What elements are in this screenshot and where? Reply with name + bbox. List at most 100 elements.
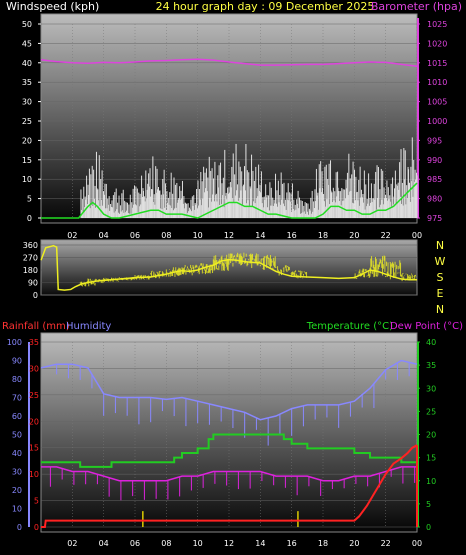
rain-tick-label: 15 bbox=[29, 444, 39, 453]
humidity-tick-label: 70 bbox=[12, 394, 22, 403]
baro-tick-label: 985 bbox=[427, 175, 442, 184]
wind-x-tick-label: 12 bbox=[224, 231, 234, 240]
rain-tick-label: 0 bbox=[34, 523, 39, 532]
baro-tick-label: 980 bbox=[427, 195, 442, 204]
baro-tick-label: 1020 bbox=[427, 39, 447, 48]
wind-x-tick-label: 10 bbox=[193, 231, 203, 240]
windspeed-label: Windspeed (kph) bbox=[6, 0, 99, 13]
rain-x-tick-label: 08 bbox=[161, 539, 171, 548]
wind-tick-label: 30 bbox=[22, 98, 32, 107]
rain-tick-label: 20 bbox=[29, 417, 39, 426]
humidity-tick-label: 100 bbox=[7, 338, 22, 347]
rain-x-tick-label: 10 bbox=[193, 539, 203, 548]
baro-tick-label: 990 bbox=[427, 156, 442, 165]
rain-tick-label: 35 bbox=[29, 338, 39, 347]
temp-tick-label: 30 bbox=[426, 384, 436, 393]
humidity-tick-label: 60 bbox=[12, 412, 22, 421]
barometer-label: Barometer (hpa) bbox=[371, 0, 462, 13]
baro-tick-label: 1010 bbox=[427, 78, 447, 87]
humidity-tick-label: 0 bbox=[17, 523, 22, 532]
direction-panel bbox=[40, 239, 418, 296]
humidity-label: Humidity bbox=[66, 321, 111, 332]
chart-title: 24 hour graph day : 09 December 2025 bbox=[156, 0, 375, 13]
rain-x-tick-label: 14 bbox=[255, 539, 265, 548]
dewpoint-line bbox=[41, 466, 417, 482]
wind-tick-label: 35 bbox=[22, 78, 32, 87]
wind-x-tick-label: 06 bbox=[130, 231, 140, 240]
wind-tick-label: 5 bbox=[27, 195, 32, 204]
rain-tick-label: 25 bbox=[29, 391, 39, 400]
baro-tick-label: 1000 bbox=[427, 117, 447, 126]
wind-tick-label: 25 bbox=[22, 117, 32, 126]
direction-line bbox=[40, 244, 417, 291]
wind-x-tick-label: 16 bbox=[287, 231, 297, 240]
dir-tick-label: 270 bbox=[23, 254, 38, 263]
wind-x-tick-label: 00 bbox=[412, 231, 422, 240]
rain-x-tick-label: 06 bbox=[130, 539, 140, 548]
humidity-tick-label: 30 bbox=[12, 468, 22, 477]
rain-x-tick-label: 18 bbox=[318, 539, 328, 548]
wind-tick-label: 10 bbox=[22, 175, 32, 184]
temp-tick-label: 25 bbox=[426, 407, 436, 416]
barometer-line bbox=[40, 58, 418, 68]
wind-tick-label: 40 bbox=[22, 59, 32, 68]
dir-tick-label: 360 bbox=[23, 241, 38, 250]
temp-tick-label: 0 bbox=[426, 523, 431, 532]
dir-tick-label: 90 bbox=[28, 279, 38, 288]
baro-tick-label: 1025 bbox=[427, 20, 447, 29]
compass-s: S bbox=[437, 271, 444, 284]
wind-x-tick-label: 02 bbox=[67, 231, 77, 240]
compass-w: W bbox=[435, 255, 446, 268]
rain-x-tick-label: 20 bbox=[349, 539, 359, 548]
temp-tick-label: 35 bbox=[426, 361, 436, 370]
wind-tick-label: 15 bbox=[22, 156, 32, 165]
dir-tick-label: 180 bbox=[23, 266, 38, 275]
humidity-tick-label: 20 bbox=[12, 486, 22, 495]
wind-x-tick-label: 08 bbox=[161, 231, 171, 240]
rain-x-tick-label: 04 bbox=[99, 539, 109, 548]
rain-x-tick-label: 00 bbox=[412, 539, 422, 548]
wind-x-tick-label: 20 bbox=[349, 231, 359, 240]
temp-tick-label: 5 bbox=[426, 500, 431, 509]
baro-tick-label: 995 bbox=[427, 136, 442, 145]
rain-x-tick-label: 22 bbox=[381, 539, 391, 548]
temp-tick-label: 15 bbox=[426, 454, 436, 463]
temp-tick-label: 40 bbox=[426, 338, 436, 347]
rain-tick-label: 10 bbox=[29, 470, 39, 479]
temp-tick-label: 10 bbox=[426, 477, 436, 486]
compass-n-bottom: N bbox=[436, 303, 444, 316]
dewpoint-label: Dew Point (°C) bbox=[390, 321, 463, 332]
wind-tick-label: 45 bbox=[22, 39, 32, 48]
avg-wind-line bbox=[41, 182, 418, 219]
temp-tick-label: 20 bbox=[426, 431, 436, 440]
dir-tick-label: 0 bbox=[33, 291, 38, 300]
rain-tick-label: 5 bbox=[34, 497, 39, 506]
humidity-tick-label: 10 bbox=[12, 505, 22, 514]
rainfall-line bbox=[41, 444, 418, 528]
temperature-line bbox=[41, 433, 417, 468]
rain-x-tick-label: 16 bbox=[287, 539, 297, 548]
baro-tick-label: 975 bbox=[427, 214, 442, 223]
wind-x-tick-label: 14 bbox=[255, 231, 265, 240]
humidity-tick-label: 90 bbox=[12, 357, 22, 366]
rain-tick-label: 30 bbox=[29, 364, 39, 373]
rainfall-label: Rainfall (mm) bbox=[2, 321, 70, 332]
wind-x-tick-label: 22 bbox=[381, 231, 391, 240]
series-layer bbox=[40, 58, 418, 528]
wind-tick-label: 20 bbox=[22, 136, 32, 145]
wind-x-tick-label: 18 bbox=[318, 231, 328, 240]
compass-n-top: N bbox=[436, 239, 444, 252]
temperature-label: Temperature (°C) bbox=[306, 321, 393, 332]
rain-x-tick-label: 02 bbox=[67, 539, 77, 548]
rain-x-tick-label: 12 bbox=[224, 539, 234, 548]
baro-tick-label: 1015 bbox=[427, 59, 447, 68]
baro-tick-label: 1005 bbox=[427, 98, 447, 107]
axes-layer: 0510152025303540455097598098599099510001… bbox=[7, 18, 447, 548]
wind-tick-label: 50 bbox=[22, 20, 32, 29]
wind-x-tick-label: 04 bbox=[99, 231, 109, 240]
humidity-tick-label: 80 bbox=[12, 375, 22, 384]
wind-tick-label: 0 bbox=[27, 214, 32, 223]
humidity-tick-label: 40 bbox=[12, 449, 22, 458]
